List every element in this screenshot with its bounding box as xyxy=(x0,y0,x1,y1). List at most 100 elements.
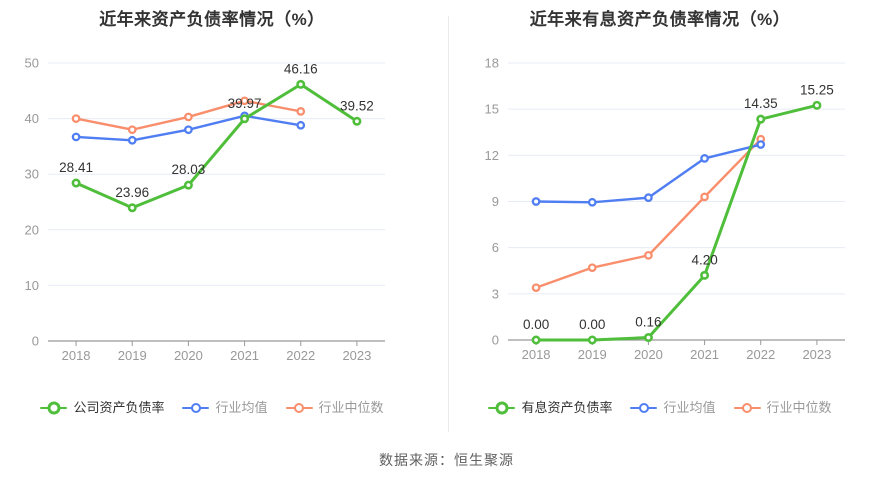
data-point[interactable] xyxy=(700,154,709,163)
chart-legend-left: 公司资产负债率 行业均值 行业中位数 xyxy=(10,397,414,419)
data-point-label: 23.96 xyxy=(115,185,149,200)
legend-label: 有息资产负债率 xyxy=(521,400,613,415)
data-point[interactable] xyxy=(756,114,766,124)
data-point-label: 15.25 xyxy=(800,82,834,97)
data-point[interactable] xyxy=(531,197,541,206)
x-tick-label: 2021 xyxy=(690,347,719,362)
chart-title-left: 近年来资产负债率情况（%） xyxy=(99,10,325,29)
y-tick-label: 18 xyxy=(485,56,499,71)
data-point[interactable] xyxy=(644,251,653,260)
data-point[interactable] xyxy=(127,125,137,135)
x-tick-label: 2019 xyxy=(578,347,607,362)
y-tick-label: 15 xyxy=(485,102,499,117)
chart-panel-asset-liability: 近年来资产负债率情况（%） 0 10 20 30 40 50 2018 2019 2020 202… xyxy=(10,0,448,432)
x-tick-label: 2023 xyxy=(342,348,371,363)
chart-title-right: 近年来有息资产负债率情况（%） xyxy=(529,10,791,29)
y-tick-label: 30 xyxy=(25,167,39,182)
data-point[interactable] xyxy=(643,333,653,343)
x-tick-label: 2021 xyxy=(230,348,259,363)
line-marker-icon xyxy=(40,401,68,415)
y-tick-label: 10 xyxy=(25,278,39,293)
data-point[interactable] xyxy=(240,96,249,106)
data-point-label: 28.41 xyxy=(59,160,93,175)
legend-item-industry-median[interactable]: 行业中位数 xyxy=(733,400,832,415)
series-line xyxy=(71,79,362,213)
data-source-note: 数据来源：恒生聚源 xyxy=(379,452,514,468)
data-point[interactable] xyxy=(531,335,541,345)
legend-item-industry-mean[interactable]: 行业均值 xyxy=(630,400,716,415)
point-labels: 0.00 0.00 0.16 4.20 14.35 15.25 xyxy=(523,82,834,332)
data-point[interactable] xyxy=(700,192,709,202)
x-tick-label: 2018 xyxy=(62,348,91,363)
data-point[interactable] xyxy=(71,178,81,188)
legend-label: 行业中位数 xyxy=(318,400,384,415)
data-point-label: 39.52 xyxy=(340,98,374,113)
data-point[interactable] xyxy=(296,107,306,116)
legend-item-interest-ratio[interactable]: 有息资产负债率 xyxy=(488,401,612,415)
x-tick-label: 2019 xyxy=(118,348,147,363)
data-point-label: 0.16 xyxy=(635,315,661,330)
series-line xyxy=(71,96,306,135)
y-tick-label: 6 xyxy=(492,240,499,255)
data-point[interactable] xyxy=(812,100,822,110)
data-point[interactable] xyxy=(531,283,541,293)
line-marker-icon xyxy=(182,401,210,415)
data-point[interactable] xyxy=(127,135,137,145)
data-point[interactable] xyxy=(184,112,193,122)
data-point[interactable] xyxy=(240,114,250,124)
legend-label: 行业均值 xyxy=(663,400,716,415)
data-point[interactable] xyxy=(587,335,597,345)
data-point[interactable] xyxy=(127,203,137,213)
y-tick-label: 9 xyxy=(492,194,499,209)
line-marker-icon xyxy=(733,401,761,415)
panel-divider xyxy=(448,16,449,432)
data-point-label: 0.00 xyxy=(523,317,549,332)
data-point-label: 4.20 xyxy=(691,252,717,267)
data-point[interactable] xyxy=(587,197,597,207)
x-tick-label: 2022 xyxy=(746,347,775,362)
y-tick-label: 12 xyxy=(485,148,499,163)
legend-label: 行业中位数 xyxy=(766,400,832,415)
line-chart-asset-liability: 0 10 20 30 40 50 2018 2019 2020 2021 2022 2023 28.41… xyxy=(25,56,385,363)
y-tick-label: 0 xyxy=(492,333,499,348)
chart-panel-interest-bearing: 近年来有息资产负债率情况（%） 0 3 6 9 12 15 18 2018 2019 2020 20… xyxy=(448,0,893,432)
data-point[interactable] xyxy=(587,263,597,273)
data-point[interactable] xyxy=(700,270,710,280)
data-point[interactable] xyxy=(184,125,193,135)
series-line xyxy=(531,140,766,207)
data-point-label: 14.35 xyxy=(744,96,778,111)
series-line xyxy=(531,100,822,345)
legend-label: 行业均值 xyxy=(215,400,268,415)
legend-item-company-ratio[interactable]: 公司资产负债率 xyxy=(40,401,164,415)
x-tick-label: 2018 xyxy=(522,347,551,362)
x-tick-label: 2022 xyxy=(286,348,315,363)
chart-legend-right: 有息资产负债率 行业均值 行业中位数 xyxy=(448,397,872,419)
y-tick-label: 20 xyxy=(25,222,39,237)
data-point[interactable] xyxy=(183,180,193,190)
legend-item-industry-mean[interactable]: 行业均值 xyxy=(182,400,268,415)
data-point[interactable] xyxy=(756,140,766,149)
y-tick-label: 40 xyxy=(25,111,39,126)
series-line xyxy=(531,134,766,293)
x-axis: 2018 2019 2020 2021 2022 2023 xyxy=(508,339,845,362)
data-point[interactable] xyxy=(644,193,653,203)
data-point[interactable] xyxy=(71,114,81,123)
line-marker-icon xyxy=(285,401,313,415)
data-point-label: 39.97 xyxy=(228,96,262,111)
data-point-label: 0.00 xyxy=(579,317,605,332)
grid: 0 10 20 30 40 50 xyxy=(25,56,385,349)
legend-item-industry-median[interactable]: 行业中位数 xyxy=(285,400,384,415)
data-point[interactable] xyxy=(296,120,306,130)
line-marker-icon xyxy=(630,401,658,415)
point-labels: 28.41 23.96 28.03 39.97 46.16 39.52 xyxy=(59,61,374,199)
data-point[interactable] xyxy=(352,116,362,126)
data-point[interactable] xyxy=(296,79,306,89)
x-axis: 2018 2019 2020 2021 2022 2023 xyxy=(48,340,385,363)
data-point[interactable] xyxy=(71,132,81,142)
data-point-label: 28.03 xyxy=(172,162,206,177)
x-tick-label: 2020 xyxy=(634,347,663,362)
x-tick-label: 2020 xyxy=(174,348,203,363)
y-tick-label: 0 xyxy=(32,334,39,349)
